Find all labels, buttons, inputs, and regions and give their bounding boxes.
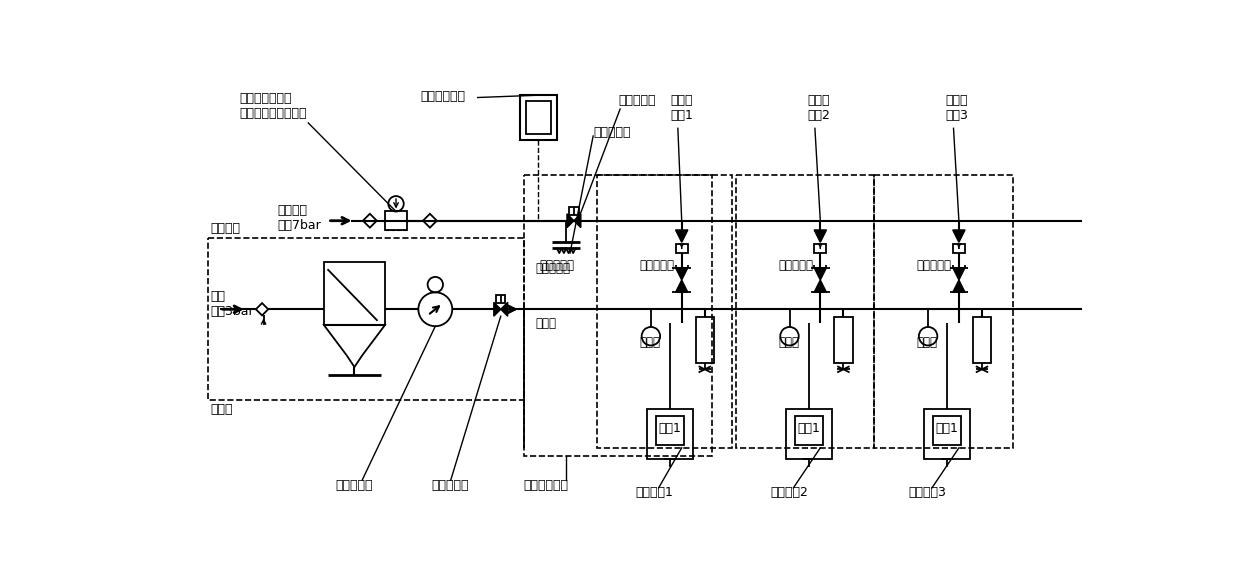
Text: 过滤器: 过滤器	[211, 403, 233, 416]
Polygon shape	[676, 268, 688, 280]
Text: 气路电磁阀: 气路电磁阀	[619, 93, 656, 106]
Bar	[795, 416, 822, 445]
Text: 恒温供水单元: 恒温供水单元	[523, 479, 569, 492]
Bar	[735, 175, 874, 448]
Text: 中央控制单元: 中央控制单元	[420, 90, 465, 103]
Polygon shape	[676, 280, 688, 292]
Bar	[924, 409, 971, 459]
Text: 恒温水箱: 恒温水箱	[211, 222, 241, 235]
Bar	[647, 409, 693, 459]
Text: 压力表: 压力表	[536, 317, 557, 330]
Text: 压缩空气
恒压7bar: 压缩空气 恒压7bar	[278, 204, 321, 232]
Bar	[520, 95, 557, 140]
Text: 气源处理二元件
（过滤器、减压阀）: 气源处理二元件 （过滤器、减压阀）	[239, 92, 306, 120]
Text: 喷嘴单元3: 喷嘴单元3	[909, 486, 946, 499]
Text: 光眼1: 光眼1	[658, 422, 682, 435]
Text: 压力表: 压力表	[640, 336, 661, 349]
Polygon shape	[952, 280, 965, 292]
Text: 进水
恒压3bar: 进水 恒压3bar	[211, 290, 254, 318]
Text: 真空生成器: 真空生成器	[593, 126, 631, 139]
Bar	[835, 317, 853, 363]
Polygon shape	[676, 230, 688, 242]
Text: 喷嘴单元1: 喷嘴单元1	[635, 486, 673, 499]
Bar	[874, 175, 1013, 448]
Text: 流量调节阀: 流量调节阀	[777, 259, 813, 272]
Polygon shape	[567, 214, 574, 228]
Text: 喷嘴电
磁阀1: 喷嘴电 磁阀1	[670, 93, 693, 122]
Bar	[324, 262, 386, 325]
Bar	[786, 409, 832, 459]
Bar	[386, 212, 407, 230]
Polygon shape	[574, 214, 580, 228]
Polygon shape	[952, 230, 965, 242]
Bar	[569, 207, 579, 215]
Text: 流量调节阀: 流量调节阀	[640, 259, 675, 272]
Bar	[972, 317, 991, 363]
Polygon shape	[494, 302, 501, 316]
Bar	[208, 238, 523, 400]
Text: 流量调节阀: 流量调节阀	[916, 259, 951, 272]
Bar	[596, 175, 732, 448]
Text: 喷嘴电
磁阀2: 喷嘴电 磁阀2	[807, 93, 830, 122]
Text: 压力表: 压力表	[916, 336, 937, 349]
Bar	[496, 295, 506, 303]
Bar	[952, 244, 965, 253]
Polygon shape	[815, 280, 826, 292]
Text: 喷嘴单元2: 喷嘴单元2	[770, 486, 808, 499]
Text: 水路电磁阀: 水路电磁阀	[432, 479, 469, 492]
Polygon shape	[952, 268, 965, 280]
Bar	[656, 416, 684, 445]
Bar	[815, 244, 826, 253]
Text: 光眼1: 光眼1	[797, 422, 820, 435]
Bar	[526, 101, 551, 133]
Text: 流量调节阀: 流量调节阀	[539, 259, 574, 272]
Text: 流量调节阀: 流量调节阀	[536, 262, 570, 275]
Bar	[676, 244, 688, 253]
Polygon shape	[501, 302, 507, 316]
Text: 压力表: 压力表	[777, 336, 799, 349]
Text: 管路增压泵: 管路增压泵	[335, 479, 373, 492]
Polygon shape	[815, 268, 826, 280]
Polygon shape	[815, 230, 826, 242]
Bar	[934, 416, 961, 445]
Bar	[696, 317, 714, 363]
Text: 光眼1: 光眼1	[936, 422, 959, 435]
Bar	[523, 175, 713, 456]
Text: 喷嘴电
磁阀3: 喷嘴电 磁阀3	[946, 93, 968, 122]
